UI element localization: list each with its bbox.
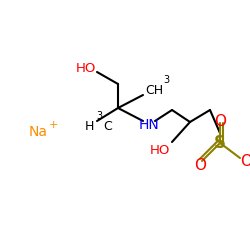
Text: O: O [240,154,250,168]
Text: HO: HO [150,144,170,156]
Text: HN: HN [138,118,160,132]
Text: O: O [214,114,226,128]
Text: CH: CH [145,84,163,96]
Text: 3: 3 [163,75,169,85]
Text: O: O [194,158,206,172]
Text: Na: Na [28,125,48,139]
Text: C: C [103,120,112,132]
Text: +: + [48,120,58,130]
Text: 3: 3 [96,111,102,121]
Text: HO: HO [76,62,96,74]
Text: H: H [84,120,94,132]
Text: S: S [214,134,226,152]
